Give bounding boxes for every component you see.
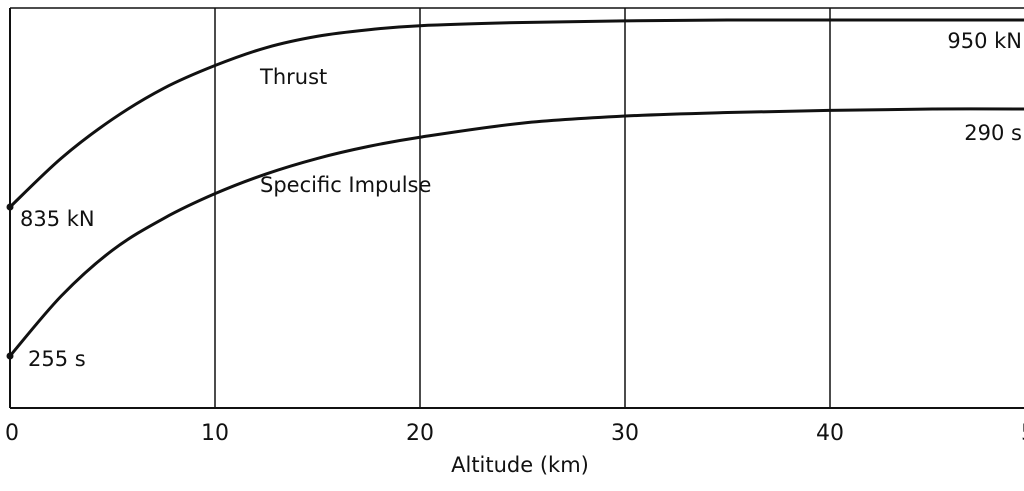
series-name-specific-impulse: Specific Impulse xyxy=(260,173,431,197)
start-point-thrust xyxy=(6,203,14,211)
x-tick-label-50: 50 xyxy=(1021,421,1024,446)
x-tick-label-40: 40 xyxy=(816,421,844,446)
series-name-thrust: Thrust xyxy=(259,65,327,89)
series-line-specific-impulse xyxy=(8,107,1024,357)
x-tick-label-20: 20 xyxy=(406,421,434,446)
grid xyxy=(9,8,831,408)
isp-end-label: 290 s xyxy=(964,121,1022,145)
isp-start-label: 255 s xyxy=(28,347,86,371)
start-point-specific-impulse xyxy=(6,352,14,360)
x-tick-label-0: 0 xyxy=(5,421,19,446)
series-line-thrust xyxy=(8,18,1024,209)
x-tick-labels: 0 10 20 30 40 50 xyxy=(5,421,1024,446)
x-axis-label: Altitude (km) xyxy=(451,453,589,477)
x-tick-label-30: 30 xyxy=(611,421,639,446)
thrust-end-label: 950 kN xyxy=(947,29,1022,53)
x-tick-label-10: 10 xyxy=(201,421,229,446)
series-group xyxy=(6,18,1024,360)
thrust-start-label: 835 kN xyxy=(20,207,95,231)
